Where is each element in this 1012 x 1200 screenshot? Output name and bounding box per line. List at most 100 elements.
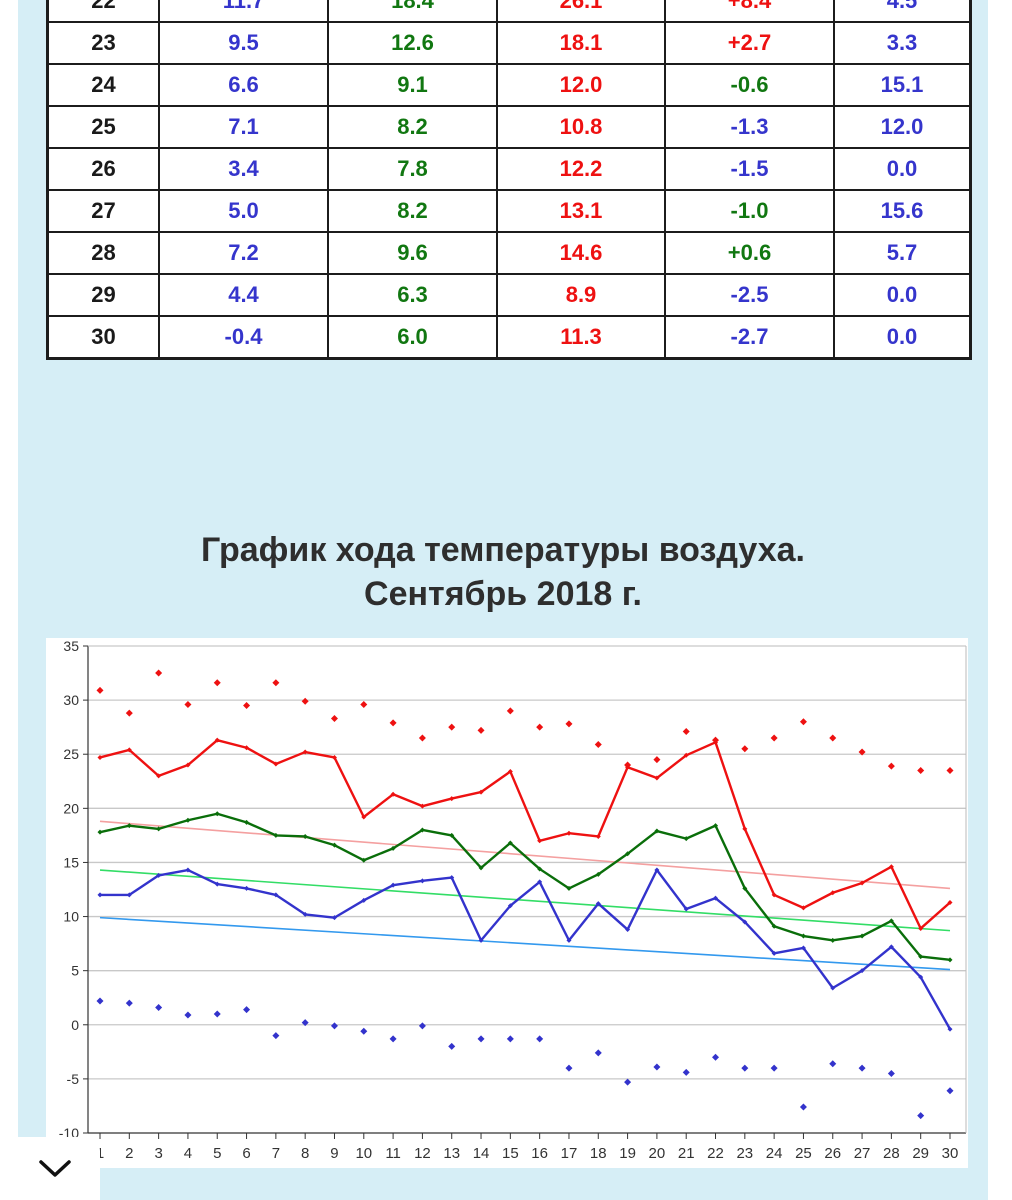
data-point-min xyxy=(683,906,689,912)
data-point-avg xyxy=(273,832,279,838)
data-point-min xyxy=(595,901,601,907)
data-point-avg xyxy=(449,832,455,838)
table-row: 22 11.7 18.4 26.1 +8.4 4.5 xyxy=(46,0,972,23)
extreme-point-max xyxy=(799,718,807,726)
deviation-cell: +2.7 xyxy=(664,21,835,65)
extreme-point-min xyxy=(418,1022,426,1030)
data-point-min xyxy=(507,903,513,909)
x-tick-label: 19 xyxy=(619,1145,636,1162)
data-point-max xyxy=(419,803,425,809)
page-margin xyxy=(988,0,1012,1200)
max-temp-cell: 11.3 xyxy=(496,315,666,360)
extreme-point-min xyxy=(301,1019,309,1027)
x-tick-label: 3 xyxy=(154,1145,162,1162)
data-point-avg xyxy=(302,833,308,839)
data-point-max xyxy=(537,838,543,844)
extreme-point-max xyxy=(389,719,397,727)
data-point-avg xyxy=(478,865,484,871)
data-point-min xyxy=(888,944,894,950)
data-point-min xyxy=(361,897,367,903)
y-tick-label: 35 xyxy=(63,638,79,654)
extreme-point-max xyxy=(272,679,280,687)
series-line-avg xyxy=(99,812,951,962)
extreme-point-min xyxy=(360,1027,368,1035)
extreme-point-min xyxy=(213,1010,221,1018)
data-point-avg xyxy=(742,885,748,891)
x-tick-label: 5 xyxy=(213,1145,221,1162)
x-tick-label: 16 xyxy=(531,1145,548,1162)
x-tick-label: 11 xyxy=(385,1145,401,1162)
x-tick-label: 17 xyxy=(561,1145,578,1162)
data-point-min xyxy=(859,968,865,974)
extreme-point-max xyxy=(917,766,925,774)
data-point-min xyxy=(156,872,162,878)
extreme-point-max xyxy=(858,748,866,756)
data-point-max xyxy=(683,752,689,758)
data-point-avg xyxy=(859,933,865,939)
extreme-point-max xyxy=(243,702,251,710)
deviation-cell: -2.5 xyxy=(664,273,835,317)
deviation-cell: -1.5 xyxy=(664,147,835,191)
x-tick-label: 12 xyxy=(414,1145,431,1162)
x-tick-label: 24 xyxy=(766,1145,783,1162)
max-temp-cell: 13.1 xyxy=(496,189,666,233)
data-point-avg xyxy=(800,933,806,939)
y-tick-label: -5 xyxy=(67,1071,80,1087)
day-cell: 25 xyxy=(46,105,160,149)
data-point-min xyxy=(331,915,337,921)
extreme-point-min xyxy=(125,999,133,1007)
data-point-max xyxy=(97,754,103,760)
deviation-cell: +8.4 xyxy=(664,0,835,23)
extreme-point-min xyxy=(448,1042,456,1050)
extreme-point-min xyxy=(389,1035,397,1043)
data-point-max xyxy=(859,880,865,886)
y-tick-label: 5 xyxy=(71,963,79,979)
extreme-point-min xyxy=(829,1060,837,1068)
min-temp-cell: 3.4 xyxy=(158,147,329,191)
data-point-avg xyxy=(771,923,777,929)
series-line-max xyxy=(99,738,951,930)
x-tick-label: 27 xyxy=(854,1145,871,1162)
data-point-avg xyxy=(390,845,396,851)
data-point-max xyxy=(390,791,396,797)
avg-temp-cell: 6.3 xyxy=(327,273,498,317)
x-tick-label: 29 xyxy=(912,1145,929,1162)
day-cell: 23 xyxy=(46,21,160,65)
chevron-down-icon xyxy=(39,1160,71,1177)
extreme-point-max xyxy=(712,736,720,744)
data-point-max xyxy=(244,745,250,751)
table-row: 28 7.2 9.6 14.6 +0.6 5.7 xyxy=(46,231,972,275)
data-point-min xyxy=(918,974,924,980)
extreme-point-min xyxy=(799,1103,807,1111)
data-point-min xyxy=(273,892,279,898)
data-point-max xyxy=(830,890,836,896)
data-point-min xyxy=(214,881,220,887)
chart-title: График хода температуры воздуха. Сентябр… xyxy=(18,528,988,616)
data-point-max xyxy=(361,814,367,820)
trend-line-min xyxy=(99,916,951,971)
extreme-point-max xyxy=(125,709,133,717)
extreme-point-min xyxy=(536,1035,544,1043)
x-tick-label: 18 xyxy=(590,1145,607,1162)
extreme-point-min xyxy=(243,1006,251,1014)
data-point-max xyxy=(331,754,337,760)
day-cell: 27 xyxy=(46,189,160,233)
y-tick-label: 0 xyxy=(71,1017,79,1033)
max-temp-cell: 8.9 xyxy=(496,273,666,317)
x-tick-label: 26 xyxy=(824,1145,841,1162)
extreme-point-max xyxy=(213,679,221,687)
max-temp-cell: 18.1 xyxy=(496,21,666,65)
x-tick-label: 8 xyxy=(301,1145,309,1162)
collapse-button[interactable] xyxy=(10,1137,100,1200)
min-temp-cell: 9.5 xyxy=(158,21,329,65)
data-point-min xyxy=(390,882,396,888)
y-tick-label: 20 xyxy=(63,800,79,816)
data-point-avg xyxy=(156,826,162,832)
data-point-min xyxy=(566,937,572,943)
extreme-point-min xyxy=(946,1087,954,1095)
data-point-avg xyxy=(947,957,953,963)
min-temp-cell: 4.4 xyxy=(158,273,329,317)
deviation-cell: -2.7 xyxy=(664,315,835,360)
day-cell: 29 xyxy=(46,273,160,317)
